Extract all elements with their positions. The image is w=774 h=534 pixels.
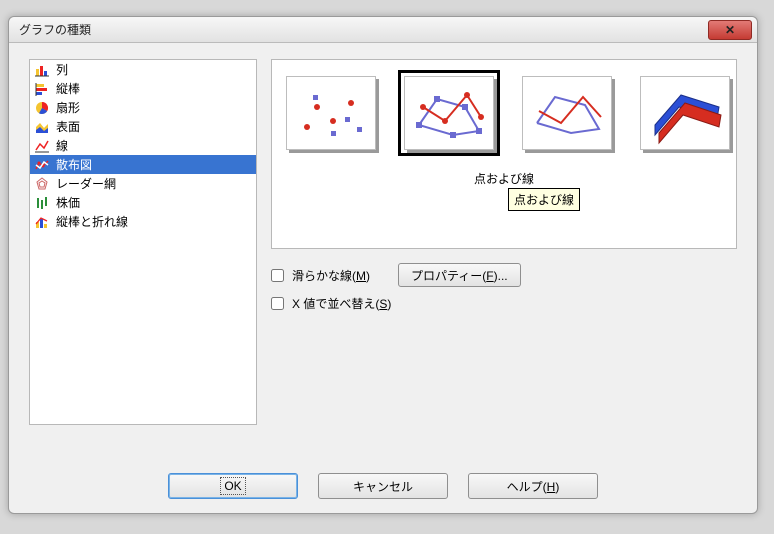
- dialog-content: 列 縦棒 扇形 表面 線: [9, 43, 757, 513]
- points-and-lines-icon: [405, 77, 495, 151]
- category-item-pie[interactable]: 扇形: [30, 98, 256, 117]
- scatter-chart-icon: [34, 157, 50, 173]
- close-button[interactable]: ✕: [708, 20, 752, 40]
- subtype-row: [272, 60, 736, 156]
- category-item-combo[interactable]: 縦棒と折れ線: [30, 212, 256, 231]
- dialog-title: グラフの種類: [19, 21, 91, 38]
- radar-chart-icon: [34, 176, 50, 192]
- category-label: 株価: [56, 194, 80, 211]
- category-item-radar[interactable]: レーダー網: [30, 174, 256, 193]
- category-list-panel: 列 縦棒 扇形 表面 線: [29, 59, 257, 425]
- pie-chart-icon: [34, 100, 50, 116]
- category-list: 列 縦棒 扇形 表面 線: [30, 60, 256, 231]
- help-button[interactable]: ヘルプ(H): [468, 473, 598, 499]
- category-label: 散布図: [56, 156, 92, 173]
- category-item-stock[interactable]: 株価: [30, 193, 256, 212]
- close-icon: ✕: [725, 23, 735, 37]
- subtype-points-only[interactable]: [286, 76, 376, 150]
- lines-only-icon: [523, 77, 613, 151]
- ok-button[interactable]: OK: [168, 473, 298, 499]
- options-area: 滑らかな線(M) プロパティー(F)... X 値で並べ替え(S): [271, 263, 521, 320]
- category-label: レーダー網: [56, 175, 116, 192]
- bar-chart-icon: [34, 81, 50, 97]
- category-item-bar[interactable]: 縦棒: [30, 79, 256, 98]
- properties-button[interactable]: プロパティー(F)...: [398, 263, 521, 287]
- sort-by-x-label: X 値で並べ替え(S): [292, 295, 391, 312]
- subtype-panel: 点および線 点および線: [271, 59, 737, 249]
- category-label: 縦棒: [56, 80, 80, 97]
- subtype-3d-lines[interactable]: [640, 76, 730, 150]
- category-label: 表面: [56, 118, 80, 135]
- subtype-caption: 点および線: [272, 170, 736, 187]
- stock-chart-icon: [34, 195, 50, 211]
- sort-by-x-checkbox[interactable]: [271, 297, 284, 310]
- smooth-lines-checkbox[interactable]: [271, 269, 284, 282]
- category-label: 扇形: [56, 99, 80, 116]
- cancel-button[interactable]: キャンセル: [318, 473, 448, 499]
- subtype-tooltip: 点および線: [508, 188, 580, 211]
- combo-chart-icon: [34, 214, 50, 230]
- category-item-col[interactable]: 列: [30, 60, 256, 79]
- category-label: 線: [56, 137, 68, 154]
- subtype-points-and-lines[interactable]: [404, 76, 494, 150]
- chart-type-dialog: グラフの種類 ✕ 列 縦棒 扇形: [8, 16, 758, 514]
- category-item-xy[interactable]: 散布図: [30, 155, 256, 174]
- category-item-line[interactable]: 線: [30, 136, 256, 155]
- titlebar: グラフの種類 ✕: [9, 17, 757, 43]
- subtype-lines-only[interactable]: [522, 76, 612, 150]
- smooth-lines-label: 滑らかな線(M): [292, 267, 370, 284]
- dialog-button-row: OK キャンセル ヘルプ(H): [9, 473, 757, 499]
- category-label: 列: [56, 61, 68, 78]
- line-chart-icon: [34, 138, 50, 154]
- 3d-lines-icon: [641, 77, 731, 151]
- column-chart-icon: [34, 62, 50, 78]
- category-label: 縦棒と折れ線: [56, 213, 128, 230]
- category-item-area[interactable]: 表面: [30, 117, 256, 136]
- area-chart-icon: [34, 119, 50, 135]
- points-only-icon: [287, 77, 377, 151]
